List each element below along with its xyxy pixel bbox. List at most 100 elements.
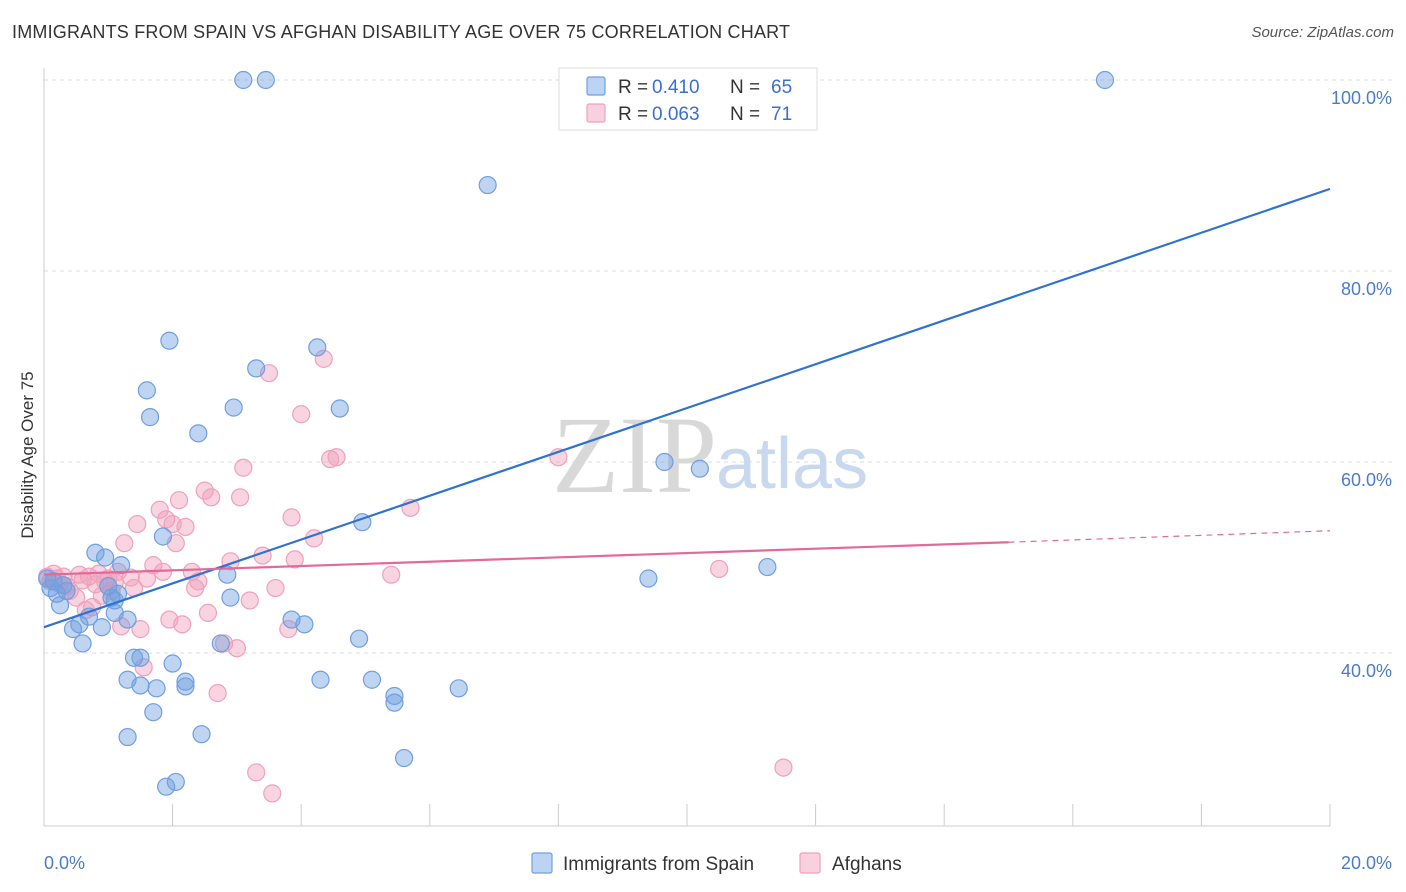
spain-point	[160, 331, 179, 350]
spain-point	[362, 670, 382, 689]
y-tick-label: 80.0%	[1341, 279, 1392, 299]
afghans-point	[231, 488, 250, 507]
legend-n-value-spain: 65	[771, 77, 792, 98]
afghans-point	[314, 349, 333, 368]
legend: R = 0.410 N = 65 R = 0.063 N = 71	[558, 67, 818, 131]
y-tick-label: 40.0%	[1341, 661, 1392, 681]
afghans-point	[134, 658, 153, 677]
legend-n-value-afghans: 71	[771, 104, 792, 125]
spain-point	[218, 565, 237, 584]
legend-r-value-spain: 0.410	[652, 77, 700, 98]
spain-point	[758, 557, 777, 577]
afghans-point	[327, 448, 346, 467]
spain-point	[192, 725, 211, 744]
watermark: ZIP atlas	[552, 394, 868, 516]
bottom-legend-label-afghans: Afghans	[832, 854, 902, 875]
legend-n-label-spain: N =	[730, 77, 760, 98]
spain-point	[311, 670, 330, 689]
spain-point	[86, 543, 105, 562]
afghans-point	[67, 588, 86, 607]
afghans-point	[710, 559, 729, 579]
spain-point	[330, 399, 349, 418]
afghans-point	[382, 565, 401, 584]
afghans-point	[321, 450, 340, 469]
spain-point	[131, 676, 150, 695]
spain-point	[385, 693, 404, 712]
spain-point	[234, 70, 253, 90]
spain-point	[690, 459, 709, 478]
spain-point	[92, 618, 111, 637]
bottom-legend-swatch-spain	[531, 852, 553, 874]
afghans-point	[121, 568, 140, 587]
afghans-point	[774, 758, 793, 777]
spain-point	[147, 679, 166, 698]
spain-point	[95, 548, 115, 567]
spain-point	[118, 610, 137, 629]
legend-r-label-spain: R =	[618, 77, 648, 98]
afghans-point	[202, 488, 221, 507]
spain-point	[176, 672, 195, 691]
spain-point	[256, 70, 275, 90]
spain-point	[639, 569, 658, 588]
afghans-point	[247, 763, 266, 782]
afghans-point	[144, 556, 163, 575]
axes	[43, 68, 1331, 827]
afghans-points	[38, 349, 793, 803]
afghans-trendline-extension	[1008, 530, 1331, 543]
afghans-point	[131, 620, 150, 639]
x-tick-label: 20.0%	[1341, 853, 1392, 873]
afghans-point	[227, 639, 246, 658]
bottom-legend-swatch-afghans	[799, 852, 821, 874]
spain-point	[221, 588, 240, 607]
afghans-point	[285, 550, 304, 569]
afghans-point	[160, 610, 179, 629]
spain-point	[1095, 70, 1115, 90]
spain-point	[54, 576, 73, 595]
afghans-point	[263, 784, 282, 803]
afghans-point	[128, 514, 147, 534]
spain-point	[349, 629, 369, 648]
spain-point	[73, 634, 92, 653]
bottom-legend-label-spain: Immigrants from Spain	[563, 854, 754, 875]
spain-point	[176, 677, 195, 696]
bottom-legend: Immigrants from Spain Afghans	[531, 852, 902, 875]
source-label: Source: ZipAtlas.com	[1251, 24, 1394, 41]
afghans-point	[150, 500, 169, 519]
afghans-point	[266, 578, 285, 598]
spain-point	[112, 556, 131, 575]
spain-point	[124, 648, 144, 667]
spain-point	[224, 398, 243, 417]
afghans-point	[198, 603, 218, 622]
spain-point	[163, 654, 182, 673]
trendlines	[43, 187, 1331, 629]
spain-point	[189, 424, 208, 443]
y-tick-labels: 40.0% 60.0% 80.0% 100.0%	[1331, 88, 1392, 681]
y-tick-label: 100.0%	[1331, 88, 1392, 108]
afghans-point	[282, 508, 301, 527]
spain-point	[308, 338, 327, 357]
legend-swatch-afghans	[586, 103, 606, 123]
spain-point	[118, 727, 137, 747]
spain-point	[140, 408, 160, 427]
afghans-point	[234, 458, 253, 477]
afghans-point	[195, 481, 214, 500]
spain-trendline	[43, 187, 1331, 629]
afghans-point	[292, 405, 311, 424]
spain-point	[157, 777, 176, 796]
afghans-trendline	[43, 541, 1009, 576]
spain-point	[153, 527, 173, 546]
spain-point	[295, 615, 314, 634]
afghans-point	[176, 517, 195, 537]
spain-point	[131, 648, 150, 667]
spain-point	[655, 452, 674, 472]
x-tick-label: 0.0%	[44, 853, 85, 873]
spain-point	[247, 359, 266, 378]
spain-point	[144, 703, 163, 722]
legend-n-label-afghans: N =	[730, 104, 760, 125]
spain-point	[57, 581, 76, 601]
afghans-point	[240, 591, 259, 610]
spain-point	[166, 772, 185, 792]
spain-point	[478, 175, 497, 195]
afghans-point	[115, 534, 134, 553]
